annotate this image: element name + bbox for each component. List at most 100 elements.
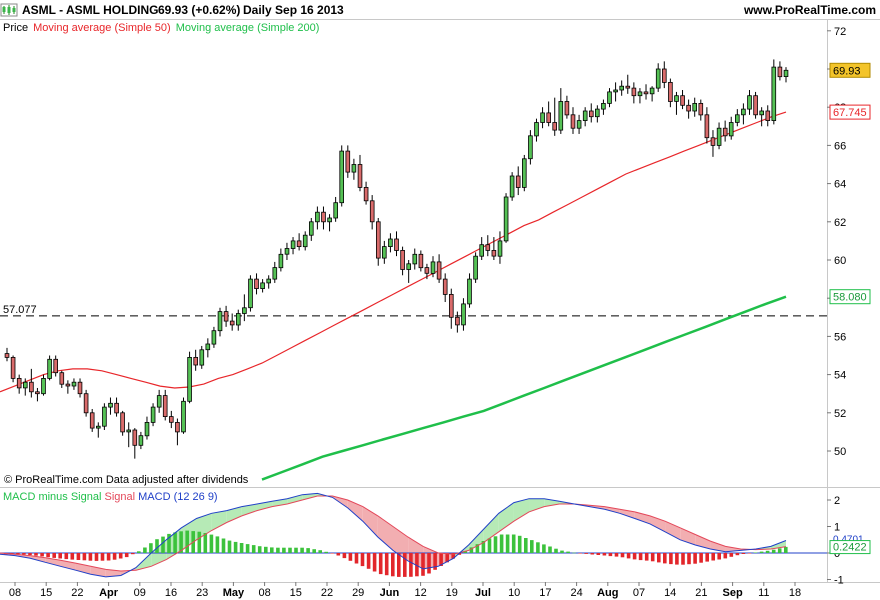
support-line-label: 57.077: [3, 304, 37, 316]
candle-body: [783, 69, 789, 78]
macd-hist-bar: [620, 553, 625, 558]
macd-value-label-partial: 0.4701: [833, 535, 864, 546]
time-tick-label: 08: [258, 587, 270, 599]
macd-hist-bar: [427, 553, 431, 574]
macd-hist-bar: [759, 551, 764, 553]
time-tick-label: 08: [9, 587, 21, 599]
macd-hist-bar: [693, 553, 697, 564]
macd-hist-bar: [209, 534, 214, 553]
candle-body: [333, 202, 338, 219]
macd-fill: [483, 513, 499, 543]
macd-hist-bar: [28, 553, 32, 556]
candle-body: [479, 244, 484, 257]
macd-hist-bar: [143, 547, 147, 553]
macd-hist-bar: [40, 553, 44, 557]
macd-hist-bar: [167, 533, 171, 553]
candle-body: [613, 89, 618, 93]
macd-hist-bar: [233, 541, 238, 553]
macd-hist-bar: [354, 553, 359, 564]
macd-fill: [544, 498, 560, 507]
time-tick-label: 15: [40, 587, 52, 599]
time-tick-label: 23: [196, 587, 208, 599]
ma50-value-label-box: [829, 104, 871, 120]
macd-tick-label: 2: [834, 495, 840, 507]
candle-body: [461, 303, 466, 326]
macd-hist-bar: [239, 543, 244, 553]
candle-body: [467, 278, 472, 305]
macd-hist-bar: [554, 548, 558, 553]
legend-macd-signal: Signal: [104, 491, 136, 503]
macd-hist-bar: [197, 531, 202, 553]
time-tick-label: Aug: [597, 587, 618, 599]
macd-tick-label: 1: [834, 522, 840, 534]
candle-body: [254, 278, 259, 290]
macd-hist-bar: [324, 551, 328, 553]
candle-body: [193, 356, 199, 366]
macd-hist-bar: [306, 548, 310, 553]
candle-body: [248, 278, 253, 309]
macd-legend: MACD minus Signal Signal MACD (12 26 9): [3, 491, 218, 503]
candle-body: [601, 103, 606, 110]
time-tick-label: 29: [352, 587, 364, 599]
macd-hist-bar: [94, 553, 99, 561]
macd-hist-bar: [584, 553, 588, 554]
macd-hist-bar: [632, 553, 637, 560]
candle-body: [546, 112, 551, 123]
macd-hist-bar: [499, 534, 504, 553]
legend-macd-hist: MACD minus Signal: [3, 491, 102, 503]
price-tick-label: 60: [834, 255, 846, 267]
candle-body: [229, 320, 235, 326]
candle-body: [637, 91, 643, 97]
macd-hist-bar: [753, 552, 758, 553]
macd-hist-bar: [421, 553, 425, 576]
candle-body: [710, 137, 716, 146]
site-label: www.ProRealTime.com: [743, 3, 876, 17]
macd-hist-bar: [560, 550, 564, 553]
candle-body: [503, 196, 509, 242]
macd-hist-bar: [771, 549, 776, 553]
macd-hist-bar: [294, 547, 298, 553]
candle-body: [47, 358, 52, 379]
macd-hist-bar: [505, 534, 510, 553]
candle-body: [418, 253, 424, 269]
macd-fill: [211, 510, 227, 531]
macd-hist-bar: [64, 553, 69, 560]
macd-hist-bar: [657, 553, 661, 563]
macd-fill: [665, 521, 681, 540]
macd-hist-bar: [70, 553, 75, 560]
candle-body: [698, 103, 704, 116]
candle-body: [22, 381, 28, 389]
candle-body: [759, 110, 764, 116]
time-tick-label: Jun: [380, 587, 400, 599]
macd-hist-bar: [88, 553, 93, 561]
macd-fill: [302, 493, 318, 500]
macd-hist-bar: [566, 551, 570, 553]
macd-hist-bar: [360, 553, 365, 567]
macd-hist-bar: [415, 553, 419, 577]
candle-body: [59, 372, 65, 385]
macd-hist-bar: [318, 550, 322, 553]
time-tick-label: May: [223, 587, 245, 599]
macd-hist-bar: [264, 546, 268, 553]
macd-hist-bar: [118, 553, 123, 559]
macd-hist-bar: [487, 538, 492, 553]
candle-body: [205, 343, 211, 351]
candle-body: [674, 95, 679, 102]
time-tick-label: 24: [570, 587, 582, 599]
macd-hist-bar: [185, 530, 189, 553]
candle-body: [430, 261, 436, 274]
candle-body: [41, 377, 46, 395]
macd-hist-bar: [548, 546, 552, 553]
time-tick-label: 14: [664, 587, 676, 599]
macd-hist-bar: [251, 545, 256, 553]
legend-macd-line: MACD (12 26 9): [138, 491, 218, 503]
candle-body: [96, 425, 101, 429]
macd-hist-bar: [729, 553, 734, 557]
candle-body: [235, 313, 241, 326]
candle-body: [302, 234, 308, 248]
macd-hist-bar: [463, 551, 468, 553]
macd-hist-bar: [173, 532, 177, 553]
price-tick-label: 72: [834, 26, 846, 38]
candle-body: [369, 200, 375, 223]
